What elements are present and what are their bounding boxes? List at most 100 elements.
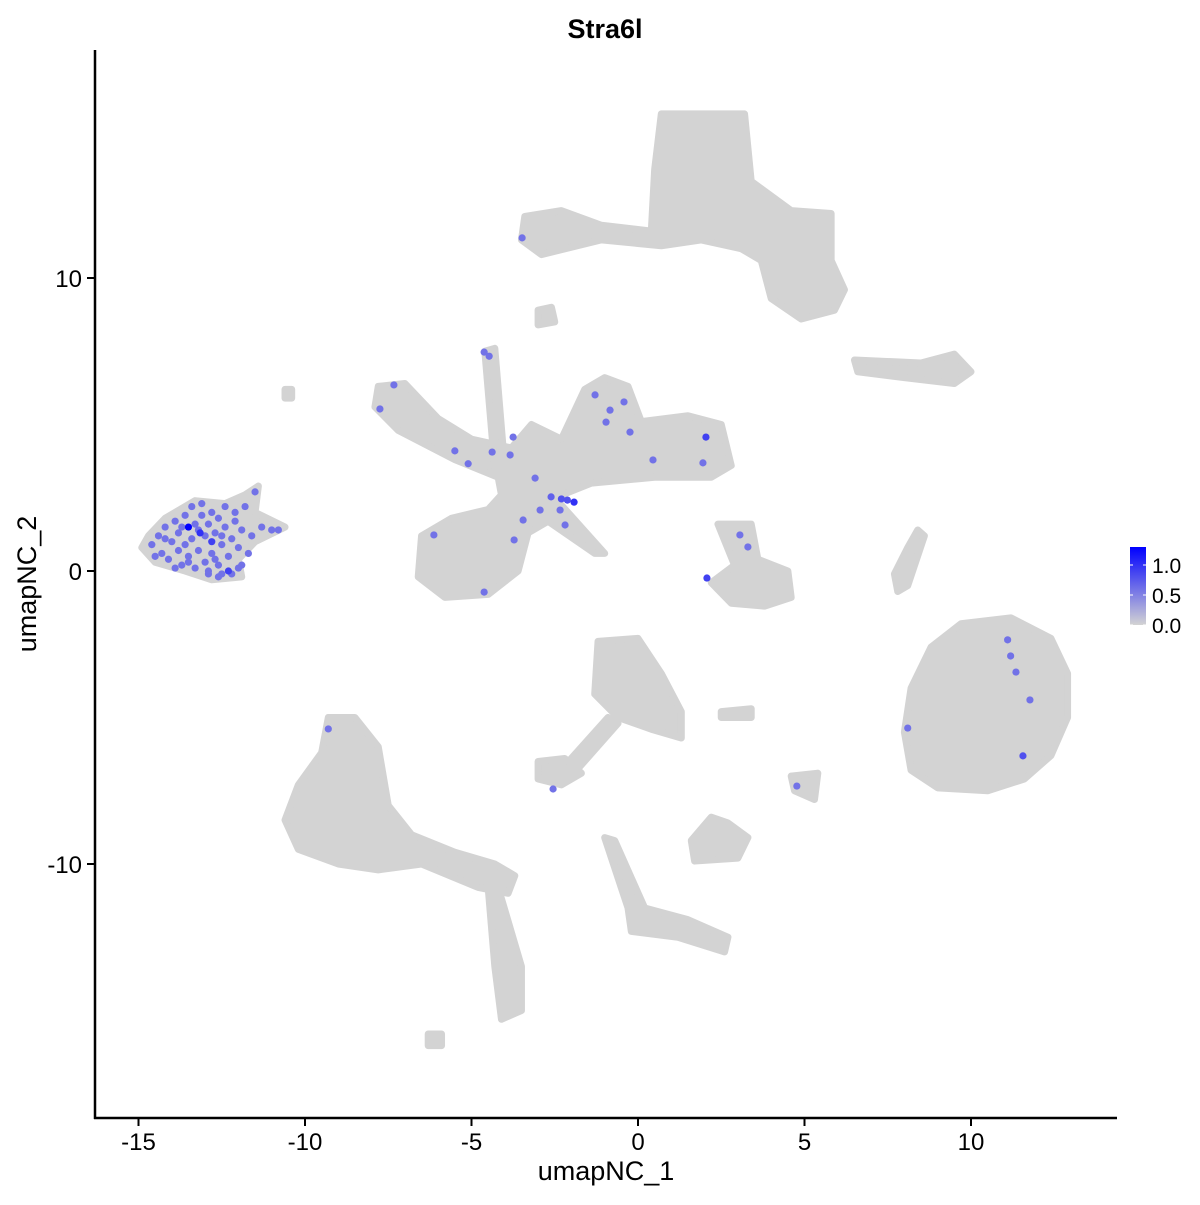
expressed-cell [390, 381, 398, 389]
expressed-cell [238, 561, 246, 569]
x-tick-label: 0 [631, 1129, 644, 1156]
expressed-cell [258, 523, 266, 531]
expressed-cell [251, 488, 259, 496]
expressed-cell [181, 511, 189, 519]
expressed-cell [536, 506, 544, 514]
y-axis-ticks: -10 0 10 [47, 266, 95, 879]
cell-cluster [517, 110, 848, 323]
expressed-cell [904, 724, 912, 732]
expressed-cell [620, 398, 628, 406]
expressed-cell [184, 552, 193, 560]
background-cells [138, 110, 1072, 1050]
expressed-cell [324, 725, 332, 733]
expressed-cell [606, 406, 614, 414]
cell-cluster [687, 813, 752, 865]
expressed-cell [793, 782, 801, 790]
expressed-cell [211, 529, 219, 537]
expressed-cell [510, 536, 518, 544]
expressed-cell [1007, 652, 1015, 660]
cell-cluster [900, 614, 1072, 795]
x-axis-ticks: -15 -10 -5 0 5 10 [121, 1118, 984, 1156]
cell-cluster [481, 344, 509, 472]
expressed-cell [218, 532, 226, 540]
expressed-cell [519, 516, 527, 524]
colorbar [1130, 547, 1146, 625]
cell-cluster [591, 634, 685, 742]
expressed-cell [208, 549, 216, 558]
expressed-cell [699, 459, 707, 467]
cell-cluster [281, 385, 296, 402]
cell-cluster [484, 883, 525, 1023]
expressed-cell [244, 549, 252, 558]
expressed-cell [744, 543, 752, 551]
expressed-cell [154, 532, 163, 540]
legend-tick-label: 0.5 [1152, 585, 1181, 608]
y-tick-label: 10 [55, 266, 82, 293]
expressed-cell [480, 348, 488, 356]
expressed-cell [561, 521, 569, 529]
cell-cluster [707, 520, 795, 610]
expressed-cell [221, 523, 229, 531]
expressed-cell [626, 428, 634, 436]
expressed-cell [171, 564, 179, 572]
expressed-cell [198, 511, 206, 519]
legend-tick-label: 1.0 [1152, 555, 1181, 578]
expressed-cell [702, 433, 710, 441]
expressed-cell [168, 538, 176, 546]
cell-cluster [371, 374, 735, 601]
chart-title: Stra6l [567, 14, 642, 44]
cell-cluster [534, 755, 585, 789]
expressed-cell [214, 561, 223, 569]
expressed-cell [488, 448, 496, 456]
expressed-cell [547, 493, 555, 501]
expressed-cell [204, 520, 213, 528]
expressed-cell [231, 517, 239, 525]
expressed-cell [151, 552, 159, 560]
expressed-cell [649, 456, 657, 464]
expressed-cell [148, 541, 156, 549]
expressed-cell [248, 532, 256, 540]
expressed-cell [376, 405, 384, 413]
expressed-cell [214, 573, 223, 581]
expressed-cell [509, 433, 517, 441]
x-tick-label: -10 [288, 1129, 323, 1156]
expressed-cell [191, 564, 199, 572]
expressed-cell [228, 535, 236, 543]
expressed-cell [1004, 636, 1012, 644]
expressed-cell [188, 502, 196, 511]
expressed-cell [234, 543, 242, 552]
expressed-cell [218, 541, 226, 549]
expressed-cell [174, 529, 183, 537]
expressed-cell [231, 508, 239, 516]
expressed-cell [451, 447, 459, 455]
expressed-cell [563, 496, 572, 504]
expressed-cell [196, 529, 204, 537]
expressed-cell [703, 574, 711, 582]
y-tick-label: -10 [47, 852, 82, 879]
expressed-cell [531, 474, 539, 482]
expressed-cell [274, 526, 282, 534]
x-tick-label: 10 [958, 1129, 985, 1156]
x-tick-label: -15 [121, 1129, 156, 1156]
expressed-cell [161, 535, 169, 543]
expressed-cell [506, 451, 514, 459]
expressed-cell [480, 588, 488, 596]
x-tick-label: 5 [798, 1129, 811, 1156]
cell-cluster [601, 834, 732, 956]
expressed-cell [161, 523, 169, 531]
legend-tick-label: 0.0 [1152, 615, 1181, 638]
cell-cluster [717, 705, 755, 721]
expressed-cell [194, 546, 203, 555]
expressed-cell [198, 500, 206, 508]
expressed-cell [164, 555, 173, 563]
expressed-cell [602, 418, 610, 426]
expressed-cell [171, 517, 179, 525]
expressed-cell [238, 526, 246, 534]
expressed-cell [188, 535, 196, 543]
expressed-cell [430, 531, 438, 539]
expressed-cell [178, 523, 186, 531]
expressed-cell [204, 570, 213, 578]
expressed-cell [184, 523, 193, 531]
y-tick-label: 0 [69, 559, 82, 586]
